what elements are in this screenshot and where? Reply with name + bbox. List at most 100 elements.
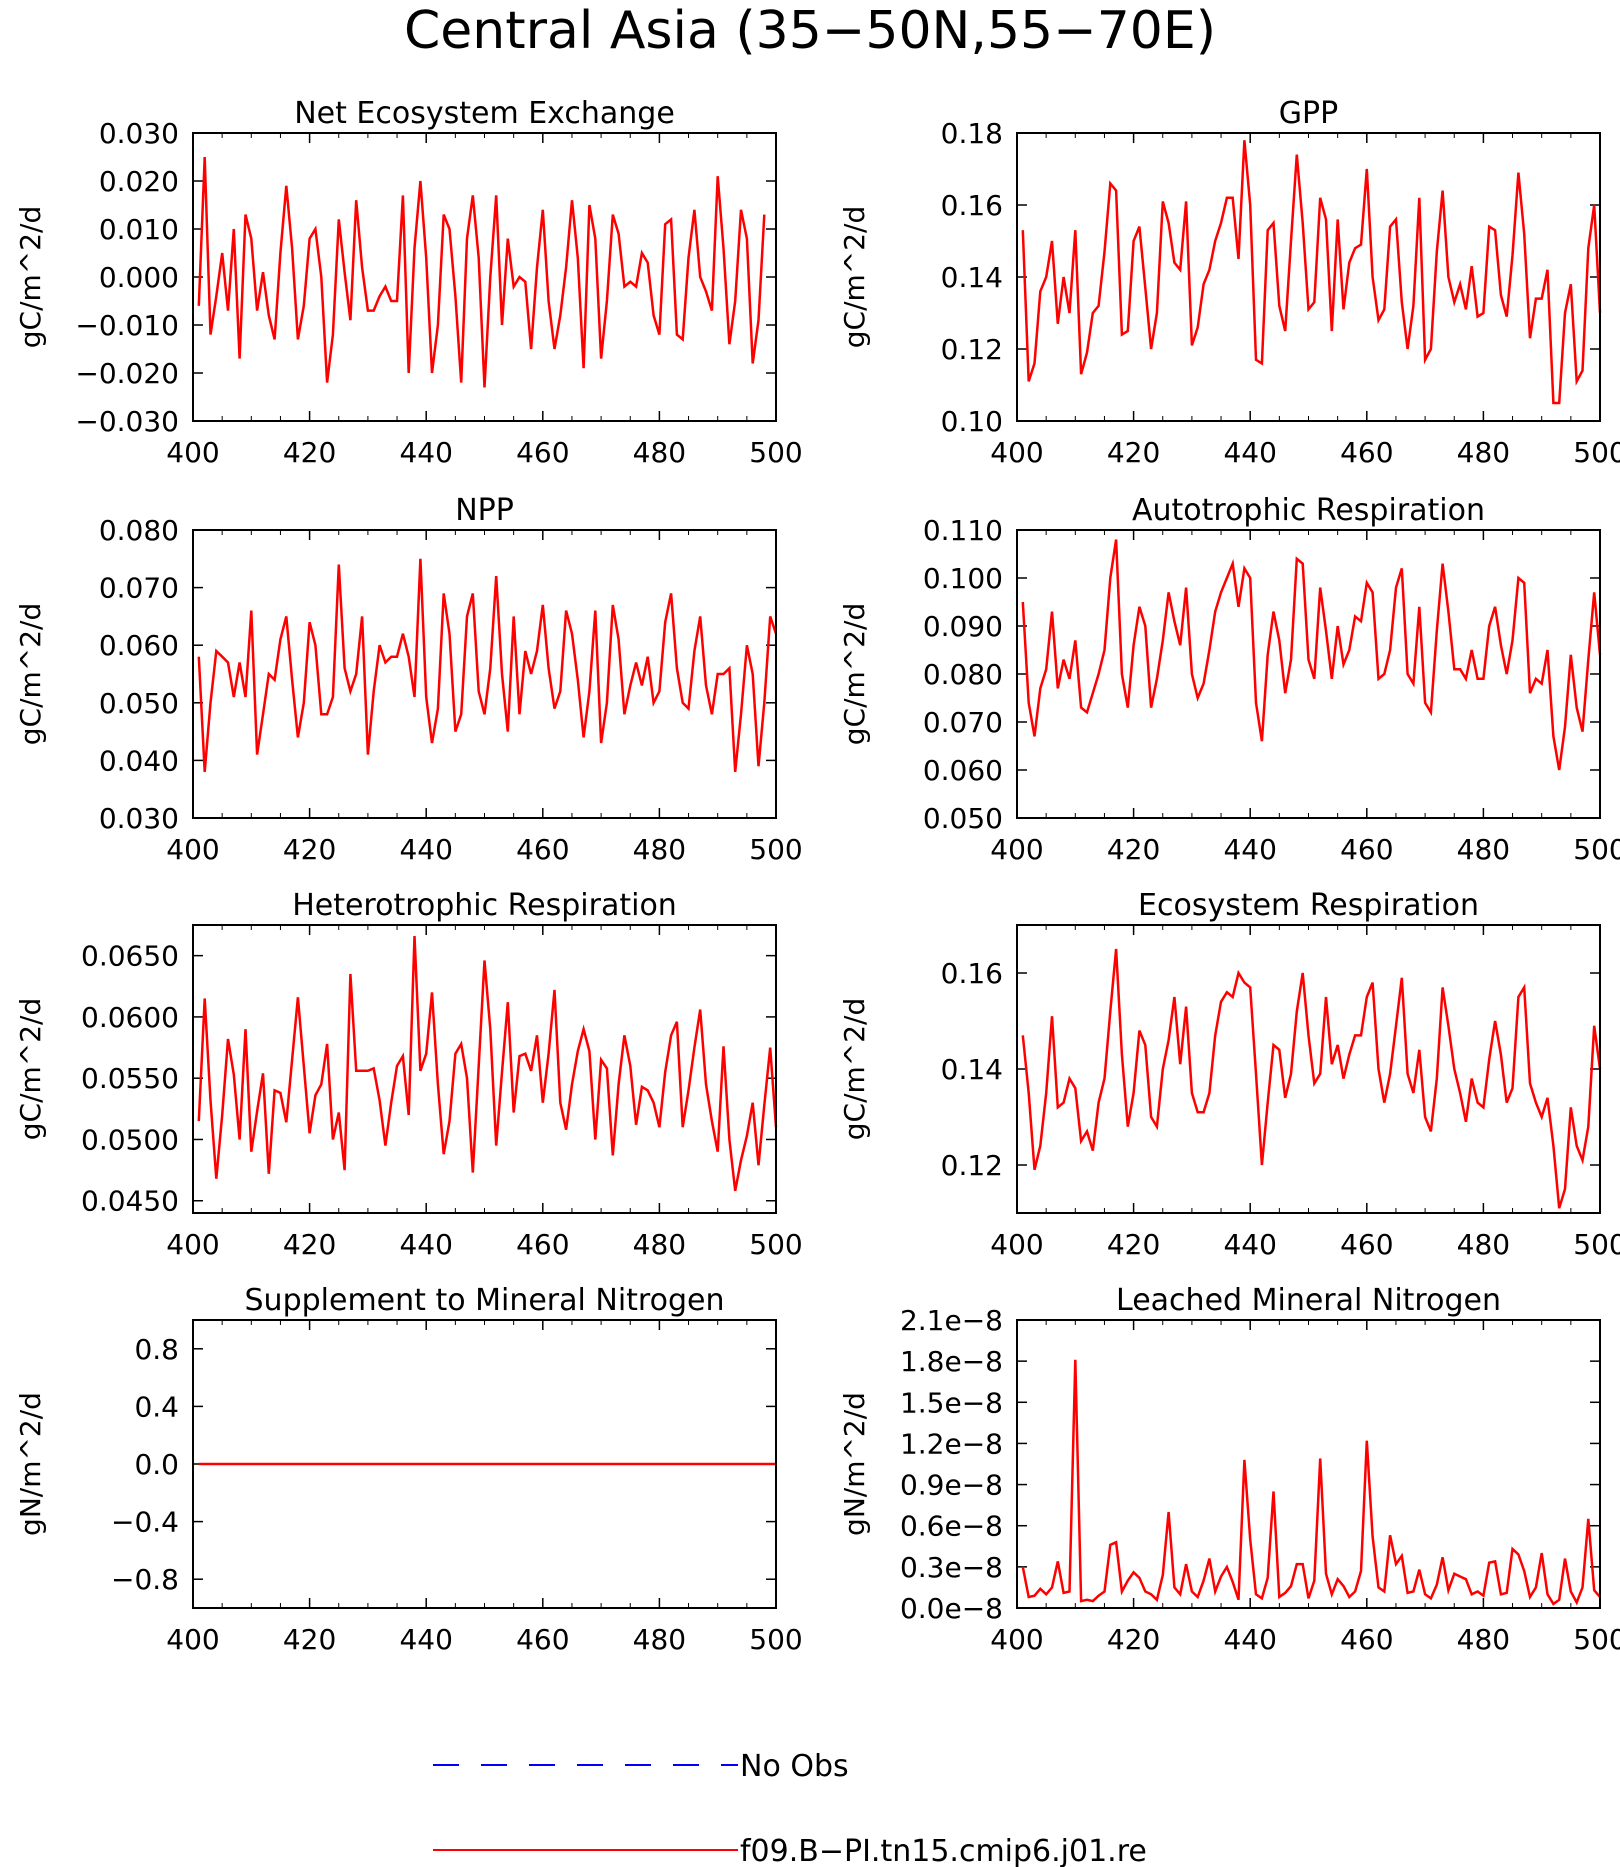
x-tick-label: 420 (283, 833, 336, 866)
y-tick-label: 0.9e−8 (900, 1469, 1003, 1502)
y-tick-label: −0.8 (111, 1563, 179, 1596)
x-tick-label: 460 (1340, 833, 1393, 866)
panel-title: Supplement to Mineral Nitrogen (245, 1283, 725, 1318)
x-tick-label: 400 (166, 833, 219, 866)
y-tick-label: 0.090 (923, 610, 1003, 643)
series-line (197, 558, 778, 773)
x-tick-label: 500 (749, 1623, 802, 1656)
plot-frame (1016, 132, 1601, 422)
y-tick-label: 0.14 (941, 261, 1003, 294)
chart-panel-8: Leached Mineral Nitrogen gN/m^2/d 400 420 44… (838, 1283, 1620, 1656)
x-tick-label: 440 (399, 1228, 452, 1261)
y-tick-label: 0.0550 (81, 1062, 179, 1095)
y-tick-label: 0.0600 (81, 1001, 179, 1034)
plot-frame (1016, 529, 1601, 819)
y-tick-label: 0.0 (134, 1448, 179, 1481)
x-tick-label: 400 (990, 1228, 1043, 1261)
x-tick-label: 480 (1457, 1228, 1510, 1261)
x-tick-label: 440 (1223, 1228, 1276, 1261)
y-tick-label: 0.000 (99, 261, 179, 294)
x-tick-label: 460 (1340, 1623, 1393, 1656)
y-tick-label: −0.030 (75, 405, 179, 438)
y-tick-label: 0.030 (99, 802, 179, 835)
chart-panel-5: Heterotrophic Respiration gC/m^2/d 400 420 4… (14, 888, 803, 1261)
x-tick-label: 400 (166, 436, 219, 469)
x-tick-label: 500 (1573, 1623, 1620, 1656)
x-tick-label: 440 (1223, 833, 1276, 866)
y-axis-label: gC/m^2/d (14, 998, 47, 1141)
y-axis-label: gC/m^2/d (838, 603, 871, 746)
y-tick-label: −0.4 (111, 1506, 179, 1539)
y-tick-label: 0.18 (941, 117, 1003, 150)
y-tick-label: 0.060 (923, 754, 1003, 787)
y-axis-label: gC/m^2/d (838, 206, 871, 349)
x-tick-label: 440 (399, 436, 452, 469)
x-tick-label: 420 (283, 1623, 336, 1656)
x-tick-label: 420 (283, 1228, 336, 1261)
figure-title: Central Asia (35−50N,55−70E) (404, 1, 1216, 61)
panel-title: Ecosystem Respiration (1138, 888, 1479, 923)
x-tick-label: 420 (283, 436, 336, 469)
panels: Net Ecosystem Exchange gC/m^2/d 400 420 440 4… (14, 96, 1620, 1656)
x-tick-label: 460 (516, 1228, 569, 1261)
series-line (197, 156, 766, 388)
y-tick-label: 0.040 (99, 744, 179, 777)
x-tick-label: 420 (1107, 1228, 1160, 1261)
series-line (1021, 140, 1602, 405)
panel-title: GPP (1279, 96, 1338, 131)
chart-panel-1: Net Ecosystem Exchange gC/m^2/d 400 420 440 4… (14, 96, 803, 469)
x-tick-label: 460 (1340, 1228, 1393, 1261)
y-tick-label: 0.10 (941, 405, 1003, 438)
y-tick-label: 0.6e−8 (900, 1510, 1003, 1543)
y-tick-label: 0.0e−8 (900, 1592, 1003, 1625)
y-tick-label: 2.1e−8 (900, 1304, 1003, 1337)
legend-label: f09.B−PI.tn15.cmip6.j01.re (740, 1834, 1147, 1867)
x-tick-label: 480 (1457, 1623, 1510, 1656)
plot-frame (1016, 1319, 1601, 1609)
y-tick-label: 0.8 (134, 1333, 179, 1366)
y-tick-label: 0.010 (99, 213, 179, 246)
x-tick-label: 480 (633, 1228, 686, 1261)
chart-panel-4: Autotrophic Respiration gC/m^2/d 400 420 440… (838, 493, 1620, 866)
x-tick-label: 400 (166, 1623, 219, 1656)
y-tick-label: 0.14 (941, 1053, 1003, 1086)
legend-label: No Obs (740, 1749, 849, 1784)
series-line (1021, 539, 1602, 771)
x-tick-label: 480 (633, 833, 686, 866)
chart-panel-3: NPP gC/m^2/d 400 420 440 460 480 500 0.030 0.040 0… (14, 493, 803, 866)
y-tick-label: 0.100 (923, 562, 1003, 595)
y-tick-label: 1.2e−8 (900, 1427, 1003, 1460)
series-line (1021, 1359, 1601, 1606)
x-tick-label: 480 (1457, 436, 1510, 469)
x-tick-label: 500 (749, 436, 802, 469)
x-tick-label: 460 (516, 833, 569, 866)
plot-frame (192, 924, 777, 1214)
y-tick-label: 0.020 (99, 165, 179, 198)
panel-title: Autotrophic Respiration (1132, 493, 1485, 528)
y-tick-label: 1.5e−8 (900, 1386, 1003, 1419)
x-tick-label: 400 (990, 833, 1043, 866)
x-tick-label: 400 (990, 436, 1043, 469)
y-tick-label: 0.110 (923, 514, 1003, 547)
y-axis-label: gN/m^2/d (14, 1392, 47, 1536)
plot-frame (192, 529, 777, 819)
y-tick-label: 0.030 (99, 117, 179, 150)
y-tick-label: −0.020 (75, 357, 179, 390)
x-tick-label: 420 (1107, 436, 1160, 469)
plot-frame (192, 132, 777, 422)
panel-title: Heterotrophic Respiration (292, 888, 677, 923)
x-tick-label: 480 (633, 1623, 686, 1656)
panel-title: Net Ecosystem Exchange (294, 96, 675, 131)
x-tick-label: 400 (166, 1228, 219, 1261)
x-tick-label: 420 (1107, 833, 1160, 866)
y-tick-label: −0.010 (75, 309, 179, 342)
y-tick-label: 0.050 (923, 802, 1003, 835)
x-tick-label: 460 (516, 436, 569, 469)
y-tick-label: 0.16 (941, 189, 1003, 222)
x-tick-label: 440 (1223, 436, 1276, 469)
plot-frame (192, 1319, 777, 1609)
y-tick-label: 0.050 (99, 687, 179, 720)
y-axis-label: gN/m^2/d (838, 1392, 871, 1536)
y-tick-label: 0.16 (941, 957, 1003, 990)
